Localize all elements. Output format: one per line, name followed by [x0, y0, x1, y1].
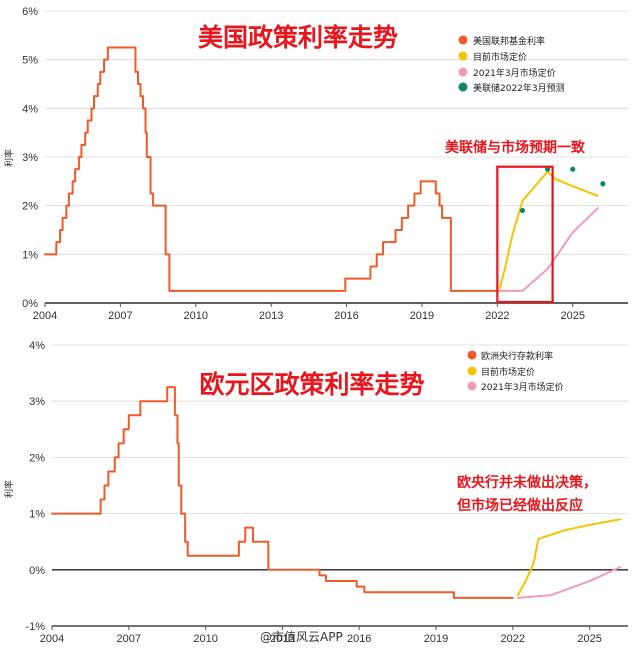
- chart1-series-line-1: [44, 46, 498, 292]
- chart1-x-tick-label: 2004: [33, 310, 57, 322]
- chart1-y-axis-label: 利率: [3, 149, 15, 167]
- chart1-legend-marker-3: [458, 67, 468, 77]
- chart1-y-tick-label: 6%: [22, 6, 38, 18]
- chart1-title: 美国政策利率走势: [198, 23, 398, 52]
- chart1-legend-label-4: 美联储2022年3月预测: [473, 82, 565, 94]
- chart2-y-tick-label: 3%: [29, 396, 45, 408]
- chart2-x-tick-label: 2004: [40, 633, 64, 645]
- chart2-x-tick-label: 2007: [117, 633, 141, 645]
- chart2-legend-label-2: 目前市场定价: [481, 366, 535, 378]
- chart1-legend-marker-2: [458, 51, 468, 61]
- chart1-legend-label-2: 目前市场定价: [473, 51, 527, 63]
- chart1-annotation-box: [496, 165, 554, 304]
- chart1-x-tick-label: 2013: [259, 310, 283, 322]
- chart2-x-tick-label: 2010: [193, 633, 217, 645]
- chart1-series-line-3: [496, 207, 599, 292]
- chart2-series-line-2: [516, 518, 622, 597]
- chart1-y-tick-label: 4%: [22, 103, 38, 115]
- chart2-series-line-1: [51, 386, 514, 599]
- chart1-x-tick-label: 2025: [560, 310, 584, 322]
- chart2-y-tick-label: 2%: [29, 452, 45, 464]
- watermark-text: @市值风云APP: [260, 629, 343, 644]
- chart2-annotation-line-2: 但市场已经做出反应: [456, 497, 583, 514]
- chart2-legend-marker-1: [467, 350, 477, 360]
- chart2-legend-marker-2: [467, 366, 477, 376]
- chart1-y-tick-label: 2%: [22, 201, 38, 213]
- chart2-y-axis-label: 利率: [3, 480, 15, 498]
- chart2-x-tick-label: 2016: [347, 633, 371, 645]
- chart2-y-tick-label: 4%: [29, 340, 45, 352]
- chart2-legend-label-3: 2021年3月市场定价: [481, 381, 564, 393]
- chart1-projection-point: [544, 166, 551, 172]
- chart1-annotation: 美联储与市场预期一致: [445, 139, 586, 156]
- chart1-y-tick-label: 1%: [22, 249, 38, 261]
- chart1-legend-label-3: 2021年3月市场定价: [473, 67, 556, 79]
- chart2-x-tick-label: 2019: [424, 633, 448, 645]
- chart2-y-tick-label: -1%: [25, 621, 45, 633]
- chart1-projection-point: [600, 181, 606, 187]
- chart2-title: 欧元区政策利率走势: [199, 370, 424, 399]
- chart1-legend-label-1: 美国联邦基金利率: [473, 35, 545, 47]
- chart1-x-tick-label: 2010: [184, 310, 208, 322]
- chart1-y-tick-label: 0%: [22, 298, 38, 310]
- chart1-x-tick-label: 2022: [485, 310, 509, 322]
- chart2-legend-label-1: 欧洲央行存款利率: [481, 350, 553, 362]
- chart2-legend-marker-3: [467, 381, 477, 391]
- chart2-series-line-3: [516, 565, 622, 599]
- chart2-annotation-line-1: 欧央行并未做出决策，: [457, 474, 597, 491]
- chart2-x-tick-label: 2022: [501, 633, 525, 645]
- chart2-y-tick-label: 0%: [29, 565, 45, 577]
- chart1-projection-point: [519, 207, 526, 214]
- chart1-x-tick-label: 2007: [108, 310, 132, 322]
- chart1-series-line-2: [498, 170, 599, 290]
- chart1-projection-point: [570, 166, 576, 172]
- chart1-legend-marker-4: [458, 82, 468, 92]
- chart1-legend-marker-1: [458, 35, 468, 45]
- chart1-y-tick-label: 3%: [22, 152, 38, 164]
- chart2-x-tick-label: 2025: [577, 633, 601, 645]
- chart1-y-tick-label: 5%: [22, 55, 38, 67]
- chart2-x-tick-label: 2013: [270, 633, 294, 645]
- chart2-y-tick-label: 1%: [29, 509, 45, 521]
- chart1-x-tick-label: 2016: [334, 310, 358, 322]
- chart1-x-tick-label: 2019: [410, 310, 434, 322]
